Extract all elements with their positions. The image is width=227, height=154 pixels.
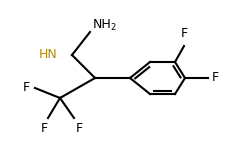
Text: F: F [23, 81, 30, 95]
Text: F: F [180, 27, 187, 40]
Text: F: F [211, 71, 218, 85]
Text: NH: NH [93, 18, 111, 32]
Text: 2: 2 [109, 24, 115, 32]
Text: F: F [40, 122, 47, 135]
Text: F: F [76, 122, 83, 135]
Text: HN: HN [39, 49, 58, 61]
